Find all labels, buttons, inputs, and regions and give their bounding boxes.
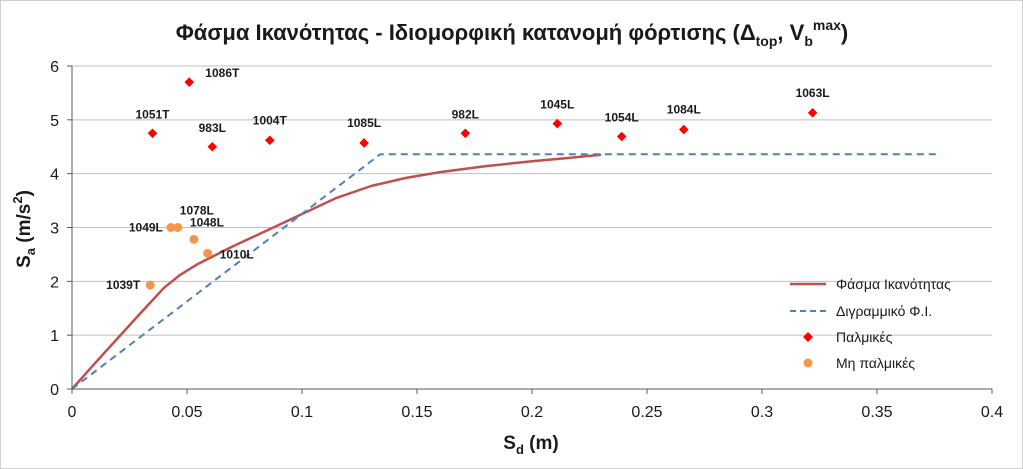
point-non-palmikes-1010L [203, 248, 213, 258]
legend-label-non-palmikes: Μη παλμικές [836, 355, 915, 371]
x-tick-label: 0.3 [751, 404, 773, 421]
point-palmikes-982L [460, 128, 471, 139]
point-palmikes-1084L [679, 124, 689, 135]
y-tick-label: 6 [50, 59, 59, 76]
data-label-1084L: 1084L [667, 103, 701, 117]
data-label-1039T: 1039T [106, 278, 141, 292]
x-axis-title: Sd (m) [503, 433, 558, 457]
chart-title: Φάσμα Ικανότητας - Ιδιομορφική κατανομή … [176, 17, 848, 49]
data-label-1010L: 1010L [220, 247, 254, 261]
tick-labels: 0 0.05 0.1 0.15 0.2 0.25 0.3 0.35 0.4 0 1 2 3 4 5 6 [50, 59, 1003, 421]
scatter-points: 1086T 1051T 983L 1004T 1085L 982L 1045L 1054L 10… [106, 66, 829, 292]
data-label-1049L: 1049L [129, 221, 163, 235]
x-tick-label: 0.1 [291, 404, 313, 421]
data-label-1045L: 1045L [540, 98, 574, 112]
point-palmikes-1004T [265, 135, 275, 146]
point-non-palmikes-1049L [166, 223, 176, 232]
point-palmikes-1054L [616, 131, 627, 142]
legend-label-palmikes: Παλμικές [836, 329, 893, 345]
y-tick-label: 5 [50, 113, 59, 130]
data-label-982L: 982L [452, 107, 479, 121]
point-non-palmikes-1048L [189, 234, 199, 244]
gridlines [72, 65, 992, 336]
point-palmikes-1085L [359, 138, 369, 148]
data-label-1078L: 1078L [180, 204, 214, 218]
point-palmikes-1086T [184, 77, 195, 87]
x-tick-label: 0.05 [171, 404, 202, 421]
y-tick-label: 3 [50, 221, 59, 238]
data-label-1063L: 1063L [796, 86, 830, 100]
x-tick-label: 0.4 [981, 404, 1003, 421]
y-tick-label: 0 [50, 382, 59, 399]
x-tick-label: 0.25 [631, 404, 662, 421]
point-palmikes-1045L [552, 118, 563, 129]
series-lines [71, 153, 940, 390]
legend-marker-palmikes [803, 332, 813, 342]
legend-marker-non-palmikes [803, 358, 813, 368]
legend-label-bilinear: Διγραμμικό Φ.Ι. [836, 303, 932, 319]
data-label-1086T: 1086T [205, 66, 240, 80]
point-non-palmikes-1039T [145, 280, 155, 290]
x-tick-label: 0.2 [521, 404, 543, 421]
point-palmikes-1063L [807, 108, 818, 118]
x-tick-label: 0.35 [861, 404, 892, 421]
y-tick-label: 2 [50, 274, 59, 291]
y-tick-label: 4 [50, 167, 59, 184]
point-non-palmikes-1078L [173, 223, 183, 232]
legend: Φάσμα Ικανότητας Διγραμμικό Φ.Ι. Παλμικέ… [790, 276, 951, 371]
data-label-1004T: 1004T [253, 113, 288, 127]
data-label-1054L: 1054L [605, 111, 639, 125]
data-label-983L: 983L [199, 121, 226, 135]
legend-label-capacity: Φάσμα Ικανότητας [836, 276, 951, 292]
data-label-1048L: 1048L [190, 215, 224, 229]
y-axis-title: Sa (m/s2) [10, 190, 38, 268]
data-label-1085L: 1085L [347, 116, 381, 130]
axes [67, 65, 993, 394]
x-tick-label: 0.15 [401, 404, 432, 421]
x-tick-label: 0 [68, 404, 77, 421]
series-capacity-spectrum-line [71, 153, 602, 390]
y-tick-label: 1 [50, 328, 59, 345]
point-palmikes-1051T [147, 128, 158, 139]
series-bilinear-line [71, 153, 940, 390]
point-palmikes-983L [207, 141, 218, 152]
data-label-1051T: 1051T [135, 107, 170, 121]
